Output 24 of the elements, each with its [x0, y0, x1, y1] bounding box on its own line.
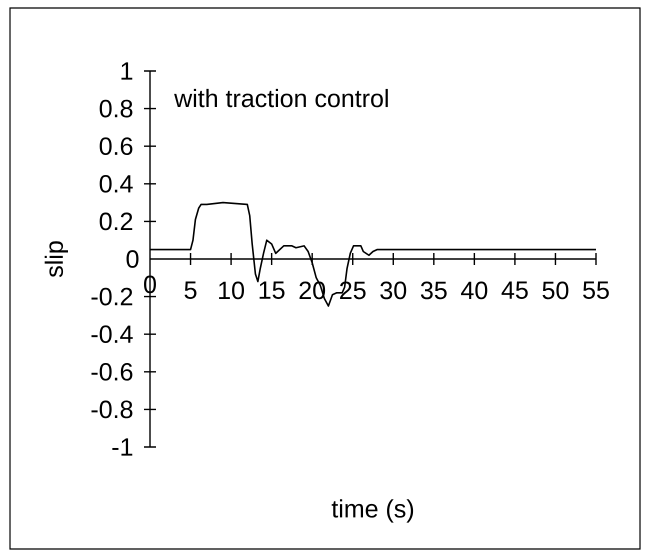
- y-tick-label: -0.8: [92, 400, 132, 418]
- y-tick-label: 0.4: [100, 174, 133, 193]
- y-tick-label: -1: [112, 438, 132, 456]
- x-axis-title: time (s): [332, 499, 414, 523]
- y-axis-title: slip: [44, 241, 68, 278]
- y-tick-label: 0.6: [100, 137, 132, 156]
- x-tick-label: 50: [542, 282, 568, 300]
- x-tick-label: 55: [583, 282, 609, 299]
- y-tick-label: 0.8: [100, 100, 132, 118]
- x-tick-label: 45: [502, 282, 528, 299]
- x-tick-label: 25: [340, 282, 366, 300]
- y-tick-label: 0: [126, 250, 138, 268]
- x-tick-label: 30: [380, 282, 406, 300]
- y-tick-label: -0.6: [92, 362, 132, 381]
- y-tick-label: 0.2: [100, 212, 132, 230]
- x-tick-label: 5: [184, 282, 196, 299]
- y-tick-label: -0.2: [92, 288, 132, 306]
- annotation: with traction control: [174, 88, 388, 108]
- x-tick-label: 15: [260, 282, 284, 299]
- y-tick-label: 1: [121, 62, 132, 80]
- y-tick-label: -0.4: [92, 325, 133, 344]
- x-tick-label: 40: [461, 282, 488, 300]
- x-tick-label: 35: [420, 282, 447, 300]
- x-tick-label: 10: [219, 282, 244, 300]
